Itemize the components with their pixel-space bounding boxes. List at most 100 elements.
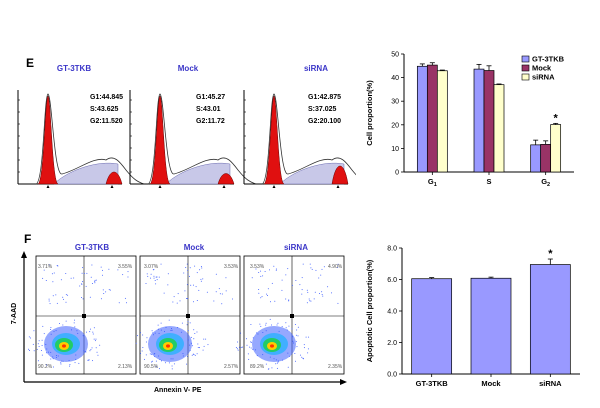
event-dot (38, 340, 40, 342)
event-dot (82, 335, 84, 337)
event-dot (67, 294, 69, 296)
event-dot (156, 279, 158, 281)
event-dot (276, 362, 278, 364)
peak-marker (46, 185, 50, 188)
event-dot (288, 325, 290, 327)
bar (550, 124, 562, 173)
stat-s: S:37.025 (308, 106, 337, 113)
event-dot (207, 344, 209, 346)
g2-peak (105, 171, 123, 185)
event-dot (153, 334, 155, 336)
x-tick-label: GT-3TKB (416, 379, 449, 388)
legend-swatch (521, 73, 530, 81)
histogram-plots (17, 90, 356, 188)
event-dot (95, 338, 97, 340)
event-dot (42, 325, 44, 327)
event-dot (101, 269, 103, 271)
event-dot (196, 300, 198, 302)
event-dot (172, 358, 174, 360)
event-dot (146, 337, 148, 339)
event-dot (265, 324, 267, 326)
event-dot (323, 266, 325, 268)
g2-peak (217, 173, 235, 185)
event-dot (294, 360, 296, 362)
event-dot (55, 330, 57, 332)
event-dot (55, 356, 57, 358)
event-dot (108, 289, 110, 291)
stat-g2: G2:20.100 (308, 118, 342, 125)
event-dot (258, 292, 260, 294)
event-dot (187, 273, 189, 275)
event-dot (190, 336, 192, 338)
event-dot (186, 324, 188, 326)
stat-g1: G1:44.845 (90, 94, 124, 101)
event-dot (94, 281, 96, 283)
x-tick-label: Mock (481, 379, 501, 388)
event-dot (256, 332, 258, 334)
event-dot (310, 300, 312, 302)
event-dot (90, 276, 92, 278)
y-tick-label: 8.0 (387, 246, 397, 253)
event-dot (177, 293, 179, 295)
y-tick-label: 0.0 (387, 372, 397, 379)
event-dot (153, 353, 155, 355)
event-dot (297, 326, 299, 328)
event-dot (59, 322, 61, 324)
apoptosis-bar-chart: 0.0 2.0 4.0 6.0 8.0 Apoptotic Cell proportion… (365, 246, 580, 388)
event-dot (62, 296, 64, 298)
event-dot (96, 351, 98, 353)
event-dot (53, 331, 55, 333)
peak-marker (222, 185, 226, 188)
event-dot (82, 298, 84, 300)
event-dot (189, 267, 191, 269)
event-dot (277, 360, 279, 362)
event-dot (301, 289, 303, 291)
event-dot (154, 353, 156, 355)
event-dot (200, 280, 202, 282)
event-dot (215, 273, 217, 275)
event-dot (206, 291, 208, 293)
flow-title-gt3tkb: GT-3TKB (74, 243, 110, 252)
event-dot (89, 328, 91, 330)
event-dot (301, 277, 303, 279)
event-dot (189, 344, 191, 346)
event-dot (252, 348, 254, 350)
event-dot (85, 331, 87, 333)
quadrant-ur: 3.53% (224, 264, 239, 270)
event-dot (289, 355, 291, 357)
event-dot (41, 345, 43, 347)
event-dot (285, 298, 287, 300)
legend-swatch (521, 64, 530, 72)
event-dot (248, 358, 250, 360)
event-dot (126, 302, 128, 304)
event-dot (170, 329, 172, 331)
event-dot (97, 354, 99, 356)
quadrant-lr: 2.57% (224, 364, 239, 370)
event-dot (145, 354, 147, 356)
event-dot (225, 290, 227, 292)
g1-peak (37, 95, 59, 185)
event-dot (28, 348, 30, 350)
event-dot (75, 354, 77, 356)
event-dot (160, 329, 162, 331)
event-dot (170, 358, 172, 360)
population-density (270, 344, 274, 348)
event-dot (51, 273, 53, 275)
event-dot (149, 353, 151, 355)
event-dot (200, 266, 202, 268)
histogram-outline (261, 93, 356, 185)
event-dot (281, 289, 283, 291)
event-dot (186, 363, 188, 365)
event-dot (56, 264, 58, 266)
event-dot (314, 291, 316, 293)
event-dot (262, 275, 264, 277)
panel-label-f: F (24, 232, 32, 246)
event-dot (321, 291, 323, 293)
event-dot (286, 329, 288, 331)
quadrant-center (290, 314, 294, 318)
event-dot (42, 277, 44, 279)
stat-g2: G2:11.520 (90, 118, 123, 125)
event-dot (337, 266, 339, 268)
stat-g1: G1:42.875 (308, 94, 342, 101)
event-dot (221, 293, 223, 295)
